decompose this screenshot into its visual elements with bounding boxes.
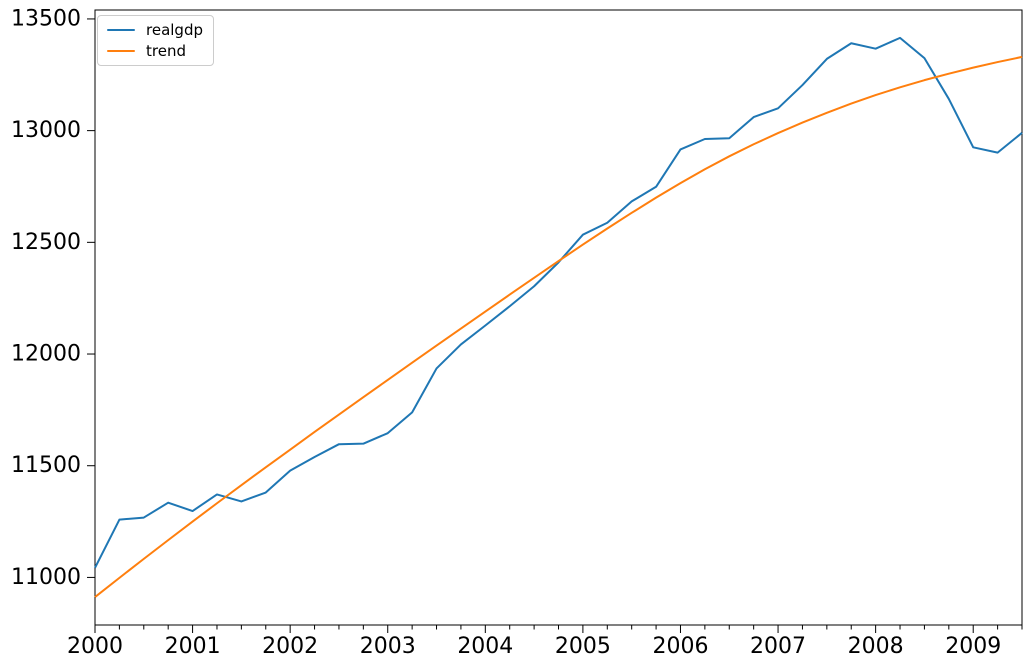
- realgdp-line-swatch: [107, 28, 135, 32]
- x-tick-label: 2000: [67, 634, 123, 659]
- legend-item-trend: trend: [107, 43, 203, 59]
- realgdp-line: [94, 36, 1023, 569]
- x-tick-label: 2007: [750, 634, 806, 659]
- y-tick-label: 13000: [11, 118, 81, 143]
- y-tick-label: 12500: [11, 230, 81, 255]
- legend-label-trend: trend: [146, 42, 186, 60]
- y-tick-label: 11500: [11, 453, 81, 478]
- y-tick-label: 11000: [11, 565, 81, 590]
- legend: realgdp trend: [97, 15, 214, 66]
- legend-label-realgdp: realgdp: [146, 21, 203, 39]
- legend-item-realgdp: realgdp: [107, 22, 203, 38]
- trend-line: [94, 55, 1023, 598]
- x-tick-label: 2003: [360, 634, 416, 659]
- x-tick-label: 2004: [457, 634, 513, 659]
- x-tick-label: 2009: [945, 634, 1001, 659]
- x-tick-label: 2008: [848, 634, 904, 659]
- x-tick-label: 2006: [652, 634, 708, 659]
- y-tick-label: 12000: [11, 342, 81, 367]
- x-tick-label: 2005: [555, 634, 611, 659]
- y-tick-label: 13500: [11, 6, 81, 31]
- trend-line-swatch: [107, 49, 135, 53]
- x-tick-label: 2001: [165, 634, 221, 659]
- x-tick-label: 2002: [262, 634, 318, 659]
